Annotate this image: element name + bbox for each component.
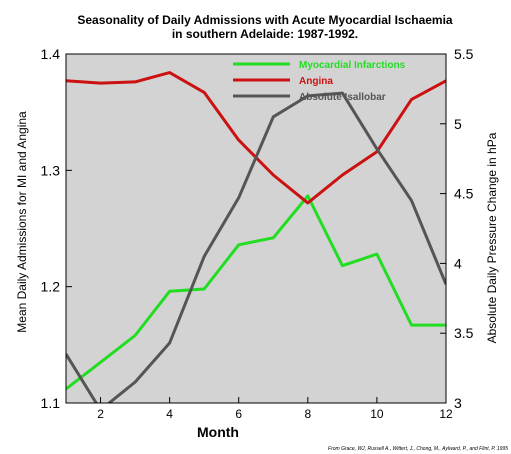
chart-title-line-1: Seasonality of Daily Admissions with Acu…: [77, 13, 453, 27]
y-right-tick-label: 5: [454, 116, 462, 132]
legend-label: Absolute Isallobar: [299, 92, 386, 103]
legend-label: Myocardial Infarctions: [299, 60, 406, 71]
series-line-absolute-isallobar: [66, 91, 446, 403]
y-left-tick-label: 1.2: [41, 279, 61, 295]
y-right-tick-label: 4: [454, 255, 462, 271]
x-tick-label: 2: [97, 407, 104, 421]
y-right-tick-label: 5.5: [454, 46, 474, 62]
x-axis-label: Month: [197, 424, 239, 440]
x-tick-label: 12: [439, 407, 453, 421]
x-tick-label: 4: [166, 407, 173, 421]
y-right-tick-label: 3.5: [454, 325, 474, 341]
y-right-tick-label: 3: [454, 395, 462, 411]
y-axis-label-left: Mean Daily Admissions for MI and Angina: [15, 111, 29, 333]
y-left-tick-label: 1.3: [41, 162, 61, 178]
y-left-tick-label: 1.4: [41, 46, 61, 62]
legend-label: Angina: [299, 76, 333, 87]
y-axis-label-right: Absolute Daily Pressure Change in hPa: [485, 132, 499, 343]
x-tick-label: 10: [370, 407, 384, 421]
x-tick-label: 8: [304, 407, 311, 421]
chart-title-line-2: in southern Adelaide: 1987-1992.: [172, 27, 358, 41]
y-right-tick-label: 4.5: [454, 186, 474, 202]
plot-frame: [65, 53, 447, 404]
series-line-myocardial-infarctions: [66, 194, 446, 391]
y-left-tick-label: 1.1: [41, 395, 61, 411]
plot-area: [66, 54, 446, 403]
citation-text: From Grace, WJ, Russell A., Wittert, J.,…: [328, 446, 508, 452]
x-tick-label: 6: [235, 407, 242, 421]
